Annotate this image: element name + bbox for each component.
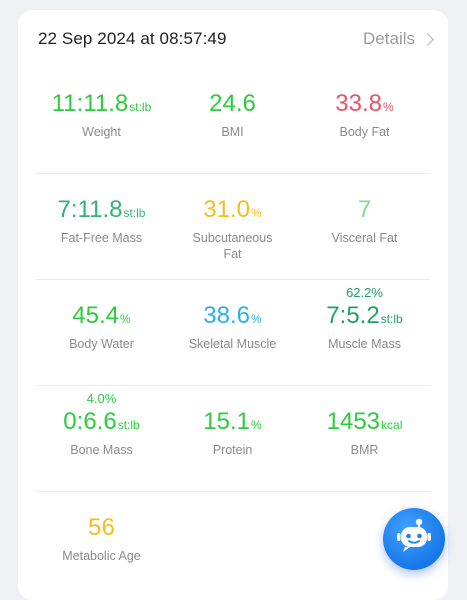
- metric-value: 11:11.8st:lb: [36, 92, 167, 116]
- skeletal-muscle-value: 38.6: [203, 302, 251, 329]
- card-header: 22 Sep 2024 at 08:57:49 Details: [18, 10, 448, 68]
- visceral-fat-value: 7: [357, 196, 372, 223]
- body-fat-label: Body Fat: [339, 125, 390, 139]
- body-water-unit: %: [120, 312, 131, 326]
- details-link[interactable]: Details: [363, 29, 434, 49]
- muscle-mass-value: 7:5.2: [326, 302, 380, 329]
- metric-body-fat[interactable]: 33.8% Body Fat: [299, 68, 430, 174]
- metric-value: 0:6.6st:lb: [36, 410, 167, 434]
- fat-free-mass-unit: st:lb: [123, 206, 146, 220]
- metric-value: 15.1%: [167, 410, 298, 434]
- metric-muscle-mass[interactable]: 62.2% 7:5.2st:lb Muscle Mass: [299, 280, 430, 386]
- body-water-value: 45.4: [72, 302, 120, 329]
- metabolic-age-value: 56: [88, 514, 115, 541]
- bone-mass-unit: st:lb: [117, 418, 140, 432]
- bone-mass-percent: 4.0%: [86, 391, 117, 406]
- protein-label: Protein: [212, 443, 253, 457]
- metrics-row-3: 45.4% Body Water 38.6% Skeletal Muscle 6…: [36, 280, 430, 386]
- fat-free-mass-label: Fat-Free Mass: [60, 231, 143, 245]
- metric-weight[interactable]: 11:11.8st:lb Weight: [36, 68, 167, 174]
- metric-value: 38.6%: [167, 304, 298, 328]
- subcutaneous-fat-unit: %: [251, 206, 262, 220]
- weight-label: Weight: [82, 125, 121, 139]
- weight-unit: st:lb: [129, 100, 152, 114]
- protein-unit: %: [251, 418, 262, 432]
- bmr-value: 1453: [326, 408, 381, 435]
- metric-bone-mass[interactable]: 4.0% 0:6.6st:lb Bone Mass: [36, 386, 167, 492]
- metric-body-water[interactable]: 45.4% Body Water: [36, 280, 167, 386]
- body-composition-card: 22 Sep 2024 at 08:57:49 Details 11:11.8s…: [18, 10, 448, 600]
- bmi-value: 24.6: [209, 90, 256, 117]
- robot-assistant-icon: [397, 518, 431, 552]
- measurement-timestamp: 22 Sep 2024 at 08:57:49: [38, 29, 227, 48]
- body-fat-value: 33.8: [335, 90, 383, 117]
- chevron-right-icon: [421, 33, 434, 46]
- body-water-label: Body Water: [69, 337, 134, 351]
- protein-value: 15.1: [203, 408, 251, 435]
- metric-value: 31.0%: [167, 198, 298, 222]
- subcutaneous-fat-label: Subcutaneous Fat: [192, 231, 273, 261]
- skeletal-muscle-label: Skeletal Muscle: [188, 337, 277, 351]
- metric-value: 45.4%: [36, 304, 167, 328]
- metrics-row-1: 11:11.8st:lb Weight 24.6 BMI 33.8% Body …: [36, 68, 430, 174]
- metric-value: 7:11.8st:lb: [36, 198, 167, 222]
- bone-mass-value: 0:6.6: [63, 408, 117, 435]
- bmi-label: BMI: [221, 125, 244, 139]
- skeletal-muscle-unit: %: [251, 312, 262, 326]
- top-strip: [0, 0, 467, 12]
- bmr-label: BMR: [350, 443, 379, 457]
- metric-value: 1453kcal: [299, 410, 430, 434]
- assistant-button[interactable]: [383, 508, 445, 570]
- metabolic-age-label: Metabolic Age: [62, 549, 141, 563]
- metric-bmi[interactable]: 24.6 BMI: [167, 68, 298, 174]
- muscle-mass-label: Muscle Mass: [328, 337, 401, 351]
- details-label: Details: [363, 29, 415, 48]
- metric-value: 33.8%: [299, 92, 430, 116]
- metric-metabolic-age[interactable]: 56 Metabolic Age: [36, 492, 167, 598]
- metric-fat-free-mass[interactable]: 7:11.8st:lb Fat-Free Mass: [36, 174, 167, 280]
- bone-mass-label: Bone Mass: [70, 443, 133, 457]
- weight-value: 11:11.8: [51, 90, 129, 117]
- metric-visceral-fat[interactable]: 7 Visceral Fat: [299, 174, 430, 280]
- metric-protein[interactable]: 15.1% Protein: [167, 386, 298, 492]
- body-fat-unit: %: [383, 100, 394, 114]
- metric-value: 56: [36, 516, 167, 540]
- fat-free-mass-value: 7:11.8: [57, 196, 123, 223]
- metric-value: 7:5.2st:lb: [299, 304, 430, 328]
- metric-value: 24.6: [167, 92, 298, 116]
- metric-bmr[interactable]: 1453kcal BMR: [299, 386, 430, 492]
- subcutaneous-fat-value: 31.0: [203, 196, 251, 223]
- muscle-mass-percent: 62.2%: [346, 285, 383, 300]
- bmr-unit: kcal: [381, 418, 403, 432]
- muscle-mass-unit: st:lb: [380, 312, 403, 326]
- metric-value: 7: [299, 198, 430, 222]
- metrics-row-5: 56 Metabolic Age: [36, 492, 430, 598]
- metrics-row-4: 4.0% 0:6.6st:lb Bone Mass 15.1% Protein …: [36, 386, 430, 492]
- visceral-fat-label: Visceral Fat: [331, 231, 398, 245]
- metric-skeletal-muscle[interactable]: 38.6% Skeletal Muscle: [167, 280, 298, 386]
- metrics-row-2: 7:11.8st:lb Fat-Free Mass 31.0% Subcutan…: [36, 174, 430, 280]
- metric-subcutaneous-fat[interactable]: 31.0% Subcutaneous Fat: [167, 174, 298, 280]
